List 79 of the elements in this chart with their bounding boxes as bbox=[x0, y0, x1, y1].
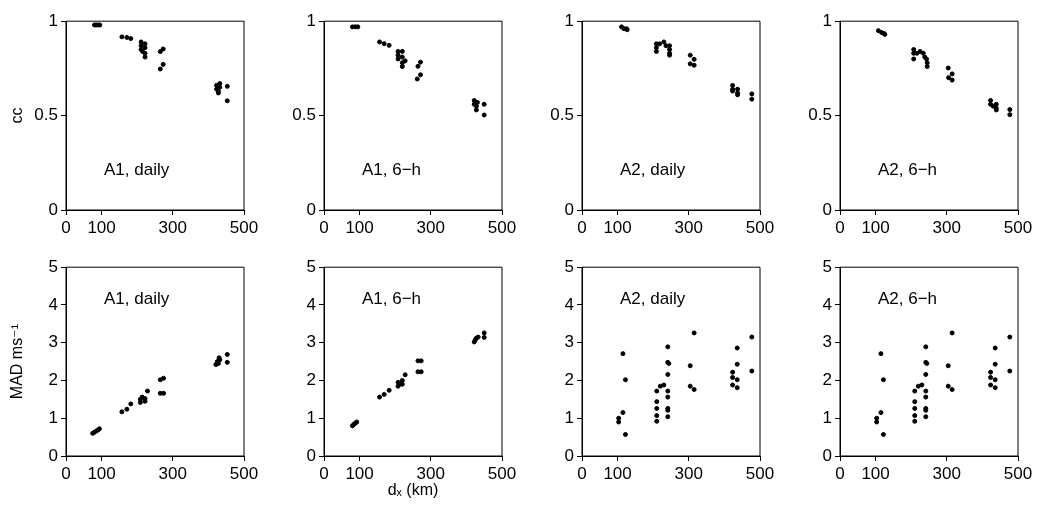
y-tick-label: 2 bbox=[822, 370, 832, 390]
x-tick-label: 500 bbox=[745, 217, 775, 237]
y-tick-label: 4 bbox=[48, 294, 58, 314]
annotation: A1, daily bbox=[104, 159, 170, 179]
x-tick-label: 0 bbox=[577, 463, 587, 483]
annotation: A2, 6−h bbox=[878, 288, 938, 308]
y-tick-label: 3 bbox=[306, 332, 316, 352]
x-tick-label: 500 bbox=[229, 463, 259, 483]
y-axis-title: cc bbox=[8, 107, 26, 124]
x-tick-label: 500 bbox=[1003, 463, 1033, 483]
x-tick-label: 100 bbox=[345, 217, 374, 237]
x-tick-label: 500 bbox=[229, 217, 259, 237]
x-tick-label: 500 bbox=[745, 463, 775, 483]
x-tick-label: 100 bbox=[87, 463, 116, 483]
y-tick-label: 4 bbox=[822, 294, 832, 314]
y-tick-label: 0 bbox=[564, 445, 574, 465]
x-tick-label: 300 bbox=[674, 217, 703, 237]
y-tick-label: 0 bbox=[822, 199, 832, 219]
y-tick-label: 5 bbox=[48, 256, 58, 276]
x-tick-label: 0 bbox=[61, 463, 71, 483]
x-axis-title: dₓ (km) bbox=[387, 480, 439, 498]
x-tick-label: 0 bbox=[319, 463, 329, 483]
y-tick-label: 5 bbox=[822, 256, 832, 276]
y-tick-label: 1 bbox=[564, 407, 574, 427]
y-tick-label: 5 bbox=[564, 256, 574, 276]
x-tick-label: 100 bbox=[603, 217, 632, 237]
annotation: A1, daily bbox=[104, 288, 170, 308]
y-tick-label: 4 bbox=[306, 294, 316, 314]
y-tick-label: 0.5 bbox=[292, 105, 316, 125]
y-tick-label: 3 bbox=[48, 332, 58, 352]
x-tick-label: 0 bbox=[61, 217, 71, 237]
y-tick-label: 1 bbox=[48, 10, 58, 30]
annotation: A1, 6−h bbox=[362, 288, 422, 308]
x-tick-label: 300 bbox=[932, 463, 961, 483]
x-tick-label: 0 bbox=[577, 217, 587, 237]
y-tick-label: 1 bbox=[306, 10, 316, 30]
x-tick-label: 0 bbox=[835, 463, 845, 483]
annotation: A2, daily bbox=[620, 159, 686, 179]
x-tick-label: 300 bbox=[932, 217, 961, 237]
x-tick-label: 300 bbox=[674, 463, 703, 483]
y-tick-label: 3 bbox=[564, 332, 574, 352]
annotation: A1, 6−h bbox=[362, 159, 422, 179]
y-tick-label: 1 bbox=[822, 407, 832, 427]
x-tick-label: 300 bbox=[416, 217, 445, 237]
x-tick-label: 300 bbox=[158, 463, 187, 483]
y-tick-label: 1 bbox=[48, 407, 58, 427]
y-tick-label: 0 bbox=[306, 199, 316, 219]
x-tick-label: 100 bbox=[345, 463, 374, 483]
x-tick-label: 500 bbox=[487, 463, 517, 483]
x-tick-label: 500 bbox=[487, 217, 517, 237]
x-tick-label: 100 bbox=[87, 217, 116, 237]
y-tick-label: 0 bbox=[48, 445, 58, 465]
annotation: A2, daily bbox=[620, 288, 686, 308]
x-tick-label: 100 bbox=[861, 217, 890, 237]
x-tick-label: 0 bbox=[835, 217, 845, 237]
y-tick-label: 2 bbox=[306, 370, 316, 390]
y-axis-title: MAD ms⁻¹ bbox=[8, 324, 26, 400]
x-tick-label: 300 bbox=[416, 463, 445, 483]
y-tick-label: 0.5 bbox=[808, 105, 832, 125]
x-tick-label: 500 bbox=[1003, 217, 1033, 237]
y-tick-label: 1 bbox=[822, 10, 832, 30]
y-tick-label: 0 bbox=[822, 445, 832, 465]
x-tick-label: 0 bbox=[319, 217, 329, 237]
y-tick-label: 0 bbox=[48, 199, 58, 219]
x-tick-label: 100 bbox=[861, 463, 890, 483]
y-tick-label: 1 bbox=[564, 10, 574, 30]
y-tick-label: 0 bbox=[564, 199, 574, 219]
y-tick-label: 2 bbox=[564, 370, 574, 390]
y-tick-label: 5 bbox=[306, 256, 316, 276]
x-tick-label: 100 bbox=[603, 463, 632, 483]
y-tick-label: 2 bbox=[48, 370, 58, 390]
y-tick-label: 0.5 bbox=[34, 105, 58, 125]
y-tick-label: 4 bbox=[564, 294, 574, 314]
x-tick-label: 300 bbox=[158, 217, 187, 237]
y-tick-label: 0 bbox=[306, 445, 316, 465]
y-tick-label: 0.5 bbox=[550, 105, 574, 125]
y-tick-label: 1 bbox=[306, 407, 316, 427]
y-tick-label: 3 bbox=[822, 332, 832, 352]
annotation: A2, 6−h bbox=[878, 159, 938, 179]
